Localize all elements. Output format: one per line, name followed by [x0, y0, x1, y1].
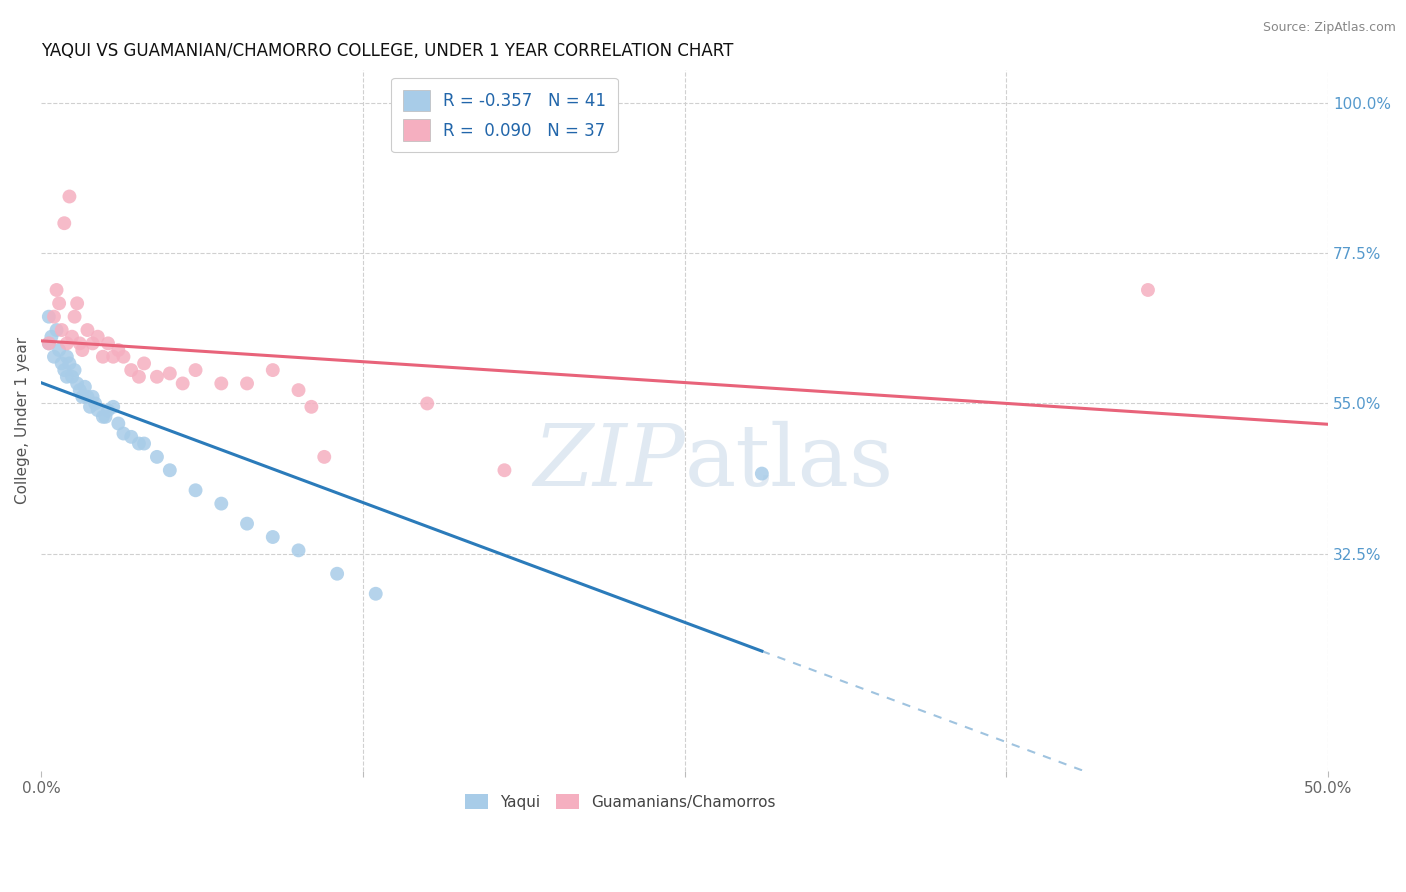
- Point: [53, 216, 76, 230]
- Point: [72, 390, 94, 404]
- Point: [66, 376, 89, 391]
- Point: [184, 483, 207, 498]
- Point: [91, 409, 114, 424]
- Point: [262, 530, 284, 544]
- Point: [112, 426, 135, 441]
- Point: [56, 336, 79, 351]
- Text: Source: ZipAtlas.com: Source: ZipAtlas.com: [1263, 21, 1396, 35]
- Point: [287, 543, 309, 558]
- Point: [69, 383, 91, 397]
- Point: [209, 497, 232, 511]
- Point: [112, 350, 135, 364]
- Point: [132, 436, 155, 450]
- Point: [76, 390, 98, 404]
- Point: [146, 369, 169, 384]
- Point: [84, 396, 107, 410]
- Point: [63, 363, 86, 377]
- Point: [66, 296, 89, 310]
- Point: [159, 367, 181, 381]
- Point: [94, 409, 117, 424]
- Point: [58, 356, 80, 370]
- Point: [416, 396, 439, 410]
- Point: [72, 343, 94, 357]
- Point: [76, 323, 98, 337]
- Point: [326, 566, 349, 581]
- Point: [103, 350, 125, 364]
- Point: [107, 417, 129, 431]
- Point: [73, 380, 96, 394]
- Point: [128, 369, 150, 384]
- Point: [751, 467, 773, 481]
- Point: [120, 430, 142, 444]
- Point: [38, 336, 60, 351]
- Point: [38, 336, 60, 351]
- Point: [56, 369, 79, 384]
- Point: [82, 390, 104, 404]
- Y-axis label: College, Under 1 year: College, Under 1 year: [15, 336, 30, 504]
- Point: [48, 296, 70, 310]
- Point: [91, 350, 114, 364]
- Point: [184, 363, 207, 377]
- Point: [48, 343, 70, 357]
- Point: [314, 450, 336, 464]
- Point: [87, 329, 110, 343]
- Point: [51, 356, 73, 370]
- Point: [262, 363, 284, 377]
- Point: [97, 403, 120, 417]
- Point: [1136, 283, 1159, 297]
- Point: [299, 400, 322, 414]
- Point: [172, 376, 194, 391]
- Text: YAQUI VS GUAMANIAN/CHAMORRO COLLEGE, UNDER 1 YEAR CORRELATION CHART: YAQUI VS GUAMANIAN/CHAMORRO COLLEGE, UND…: [41, 42, 734, 60]
- Point: [69, 336, 91, 351]
- Point: [87, 403, 110, 417]
- Point: [56, 350, 79, 364]
- Text: ZIP: ZIP: [533, 421, 685, 504]
- Point: [58, 189, 80, 203]
- Point: [287, 383, 309, 397]
- Point: [128, 436, 150, 450]
- Point: [132, 356, 155, 370]
- Point: [120, 363, 142, 377]
- Point: [53, 363, 76, 377]
- Point: [82, 336, 104, 351]
- Point: [97, 336, 120, 351]
- Point: [63, 310, 86, 324]
- Point: [146, 450, 169, 464]
- Point: [41, 329, 63, 343]
- Point: [209, 376, 232, 391]
- Point: [42, 350, 65, 364]
- Point: [60, 329, 83, 343]
- Point: [60, 369, 83, 384]
- Point: [159, 463, 181, 477]
- Point: [236, 376, 259, 391]
- Legend: Yaqui, Guamanians/Chamorros: Yaqui, Guamanians/Chamorros: [460, 788, 782, 815]
- Point: [236, 516, 259, 531]
- Point: [42, 310, 65, 324]
- Point: [51, 323, 73, 337]
- Point: [364, 587, 387, 601]
- Point: [79, 400, 101, 414]
- Point: [107, 343, 129, 357]
- Text: atlas: atlas: [685, 421, 894, 504]
- Point: [45, 323, 67, 337]
- Point: [494, 463, 516, 477]
- Point: [38, 310, 60, 324]
- Point: [45, 283, 67, 297]
- Point: [103, 400, 125, 414]
